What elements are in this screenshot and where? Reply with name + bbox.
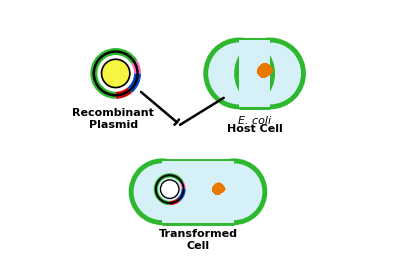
Bar: [239, 40, 270, 107]
Text: Transformed
Cell: Transformed Cell: [158, 229, 238, 251]
Text: Recombinant
Plasmid: Recombinant Plasmid: [72, 108, 154, 130]
Bar: [239, 40, 270, 107]
Circle shape: [101, 59, 130, 88]
Text: E. coli: E. coli: [238, 116, 271, 126]
Circle shape: [131, 161, 193, 223]
Circle shape: [203, 161, 265, 223]
Bar: [162, 161, 234, 223]
Circle shape: [236, 40, 303, 107]
Text: Host Cell: Host Cell: [227, 124, 282, 134]
Bar: [162, 161, 234, 223]
Circle shape: [160, 180, 179, 198]
Circle shape: [206, 40, 272, 107]
